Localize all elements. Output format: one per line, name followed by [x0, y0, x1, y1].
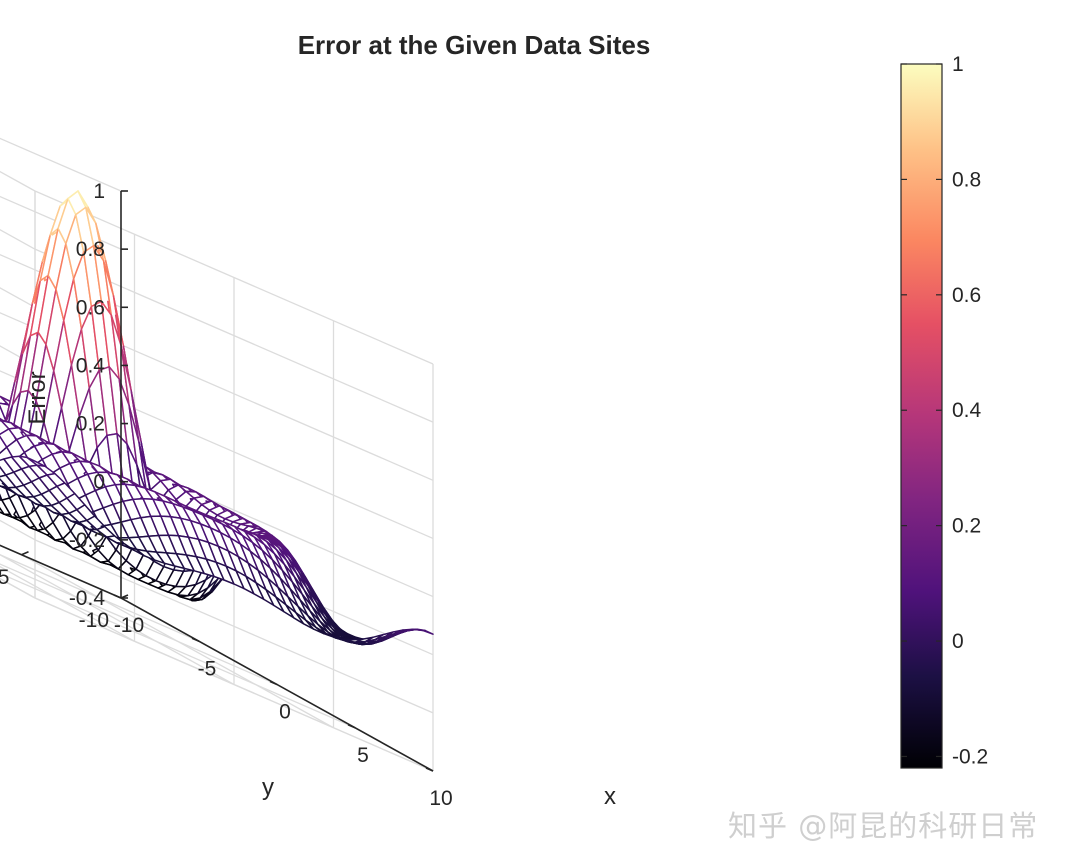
grid-line	[0, 554, 200, 642]
colorbar-ticks: -0.2 0 0.2 0.4 0.6 0.8 1	[901, 53, 988, 768]
colorbar-tick-label: 0	[952, 630, 964, 653]
x-tick-label: 0	[279, 701, 291, 724]
z-tick-label: 1	[93, 180, 105, 203]
y-tick-label: -5	[0, 566, 10, 589]
y-axis-label: y	[262, 774, 274, 801]
z-tick-label: -0.2	[69, 529, 105, 552]
grid-line	[0, 228, 36, 250]
z-tick-label: 0.8	[76, 238, 105, 261]
x-tick-mark	[113, 594, 122, 599]
y-axis-line	[0, 544, 122, 599]
z-tick-label: 0.4	[76, 354, 106, 377]
colorbar-tick-label: 0.8	[952, 168, 981, 191]
y-tick-mark	[120, 594, 129, 599]
y-tick-mark	[21, 551, 29, 556]
x-tick-mark	[347, 724, 356, 729]
colorbar-tick-label: 0.4	[952, 399, 982, 422]
x-tick-label: -10	[114, 614, 144, 637]
chart-title: Error at the Given Data Sites	[298, 30, 651, 60]
grid-line	[0, 554, 235, 686]
y-tick-label: -10	[79, 609, 109, 632]
axes-lines	[0, 190, 434, 772]
colorbar-tick-label: 1	[952, 53, 964, 76]
grid-line	[21, 554, 334, 729]
colorbar-gradient	[900, 63, 943, 769]
x-tick-label: -5	[198, 657, 217, 680]
x-tick-mark	[425, 767, 434, 772]
z-tick-label: 0.2	[76, 413, 105, 436]
grid-line	[0, 287, 36, 308]
colorbar-tick-label: 0.6	[952, 284, 981, 307]
grid-line	[0, 137, 122, 192]
z-tick-label: 0.6	[76, 296, 105, 319]
z-tick-label: -0.4	[69, 587, 106, 610]
x-tick-label: 10	[429, 787, 452, 810]
x-tick-mark	[269, 680, 278, 686]
x-axis-label: x	[604, 783, 616, 810]
surface-mesh	[0, 190, 434, 646]
grid-line	[0, 565, 135, 642]
x-tick-label: 5	[357, 744, 369, 767]
z-axis-label: Error	[24, 371, 51, 424]
colorbar-tick-label: 0.2	[952, 515, 981, 538]
z-tick-label: 0	[93, 471, 105, 494]
grid-line	[0, 170, 36, 192]
watermark: 知乎 @阿昆的科研日常	[728, 809, 1039, 843]
colorbar-tick-label: -0.2	[952, 745, 988, 768]
x-tick-mark	[191, 637, 200, 642]
surface-cell	[414, 628, 434, 635]
colorbar: -0.2 0 0.2 0.4 0.6 0.8 1	[900, 53, 988, 769]
